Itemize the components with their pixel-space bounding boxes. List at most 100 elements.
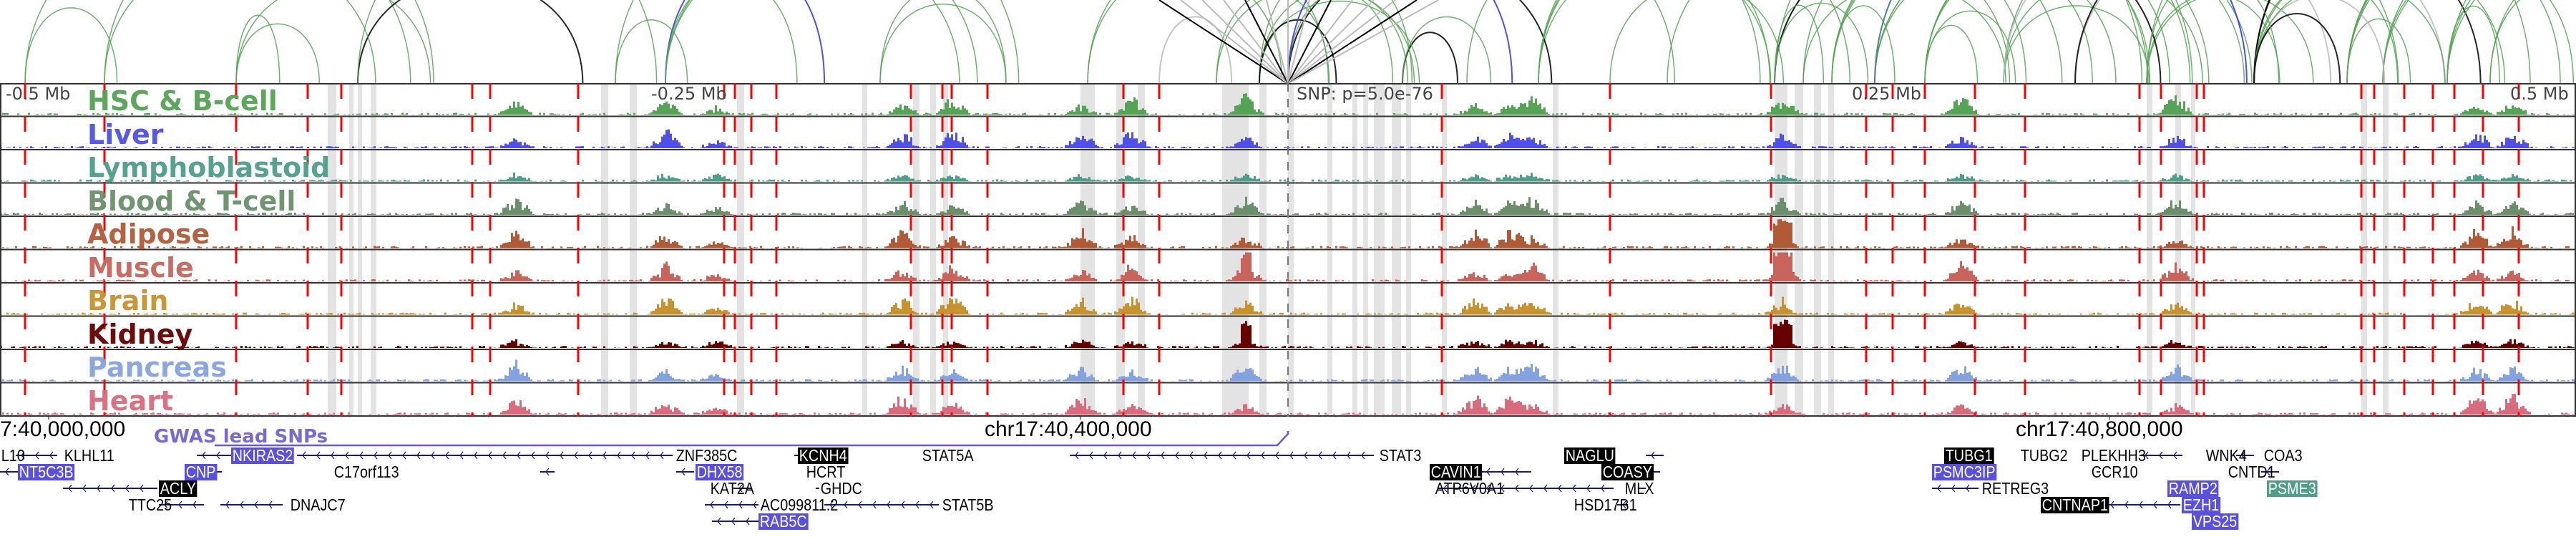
lead-snp-loop: [1180, 0, 1289, 84]
signal-heart: [0, 394, 2576, 415]
gene-label[interactable]: CNTNAP1: [2041, 495, 2109, 514]
signal-blood-t-cell: [0, 196, 2576, 215]
lead-snp-loop: [1201, 0, 1289, 84]
lead-snp-loop: [1287, 0, 1353, 84]
loop-arc: [2382, 0, 2404, 84]
loop-arc: [2446, 0, 2472, 84]
loop-arc: [1774, 0, 2143, 84]
loop-arc: [2253, 12, 2341, 84]
gene-label[interactable]: TUBG2: [2020, 446, 2068, 465]
loop-arc: [2382, 0, 2575, 84]
gene-label[interactable]: STAT5A: [922, 446, 974, 465]
loop-arc: [1874, 0, 2117, 84]
gene-label[interactable]: TUBG1: [1944, 446, 1994, 465]
loop-arc: [1802, 0, 2006, 84]
chromatin-loop-arcs: [24, 0, 2575, 84]
lead-snp-loop: [1287, 0, 1439, 84]
signal-liver: [0, 129, 2576, 148]
gene-label[interactable]: PSMC3IP: [1932, 463, 1997, 481]
gene-label[interactable]: GHDC: [820, 479, 862, 498]
loop-arc: [1924, 0, 2151, 84]
gene-label[interactable]: STAT3: [1379, 446, 1422, 465]
axis-label-plus-0.25: 0.25 Mb: [1852, 84, 1922, 104]
gene-label[interactable]: NKIRAS2: [231, 446, 295, 465]
gene-label[interactable]: COA3: [2263, 446, 2303, 465]
gene-label[interactable]: AC099811.2: [760, 495, 839, 514]
loop-arc: [1087, 0, 1330, 84]
loop-arc: [665, 0, 826, 84]
gene-label[interactable]: STAT5B: [942, 495, 994, 514]
loop-arc: [357, 0, 658, 84]
gene-label[interactable]: C17orf113: [333, 463, 399, 481]
loop-arc: [1874, 0, 2248, 84]
gene-label[interactable]: L10: [1, 446, 25, 465]
loop-arc: [235, 14, 280, 84]
lead-snp-loop: [1287, 0, 1332, 84]
gene-label[interactable]: PSME3: [2267, 479, 2318, 498]
loop-arc: [104, 0, 376, 84]
gene-label[interactable]: HSD17B1: [1574, 495, 1637, 514]
lead-snp-loop: [1287, 0, 1310, 84]
gene-label[interactable]: TTC25: [128, 495, 172, 514]
gene-label[interactable]: DNAJC7: [290, 495, 346, 514]
loop-arc: [2446, 0, 2476, 84]
loop-arc: [665, 0, 978, 84]
signal-brain: [0, 296, 2576, 315]
gene-label[interactable]: KAT2A: [710, 479, 754, 498]
lead-snp-loop: [1266, 0, 1289, 84]
gene-label[interactable]: WNK4: [2205, 446, 2247, 465]
track-label: Adipose: [87, 218, 210, 250]
track-label: Brain: [87, 285, 169, 316]
loop-arc: [1402, 16, 1492, 84]
loop-arc: [2253, 0, 2271, 84]
loop-arc: [2146, 0, 2314, 84]
axis-label-plus-0.5: 0.5 Mb: [2510, 84, 2569, 104]
loop-arc: [1216, 0, 1415, 84]
gene-label[interactable]: EZH1: [2182, 495, 2221, 514]
gene-label[interactable]: CNP: [185, 463, 218, 481]
gene-label[interactable]: PLEKHH3: [2081, 446, 2146, 465]
loop-arc: [1831, 0, 2149, 84]
gene-label[interactable]: RAMP2: [2167, 479, 2219, 498]
loop-arc: [1538, 0, 1771, 84]
gene-label[interactable]: ATP6V0A1: [1435, 479, 1505, 498]
track-label: Kidney: [87, 318, 193, 350]
gene-label[interactable]: NAGLU: [1564, 446, 1616, 465]
lead-snp-loop: [1287, 0, 1375, 84]
gene-label[interactable]: NT5C3B: [18, 463, 75, 481]
gene-label[interactable]: RAB5C: [758, 512, 809, 531]
lead-snp-loop: [1287, 0, 1396, 84]
gene-label[interactable]: CNTD1: [2228, 463, 2275, 481]
loop-arc: [2346, 18, 2411, 84]
gene-label[interactable]: RETREG3: [1981, 479, 2049, 498]
loop-arc: [665, 0, 960, 84]
gene-label[interactable]: KLHL11: [64, 446, 114, 465]
loop-arc: [2003, 0, 2203, 84]
gene-label[interactable]: CAVIN1: [1430, 463, 1483, 481]
gene-label[interactable]: VPS25: [2192, 512, 2239, 531]
loop-arc: [1287, 0, 1513, 84]
signal-adipose: [0, 219, 2576, 248]
gene-label[interactable]: MLX: [1624, 479, 1654, 498]
loop-arc: [879, 4, 1007, 84]
loop-arc: [2003, 5, 2150, 84]
loop-arc: [1924, 0, 2093, 84]
gene-label[interactable]: COASY: [1601, 463, 1654, 481]
gene-label[interactable]: KCNH4: [798, 446, 849, 465]
gene-label[interactable]: CCR10: [2091, 463, 2138, 481]
gene-label[interactable]: ACLY: [159, 479, 197, 498]
track-label: Heart: [87, 384, 174, 417]
loop-arc: [665, 0, 798, 84]
gene-label[interactable]: DHX58: [696, 463, 744, 481]
coordinate-40400000: chr17:40,400,000: [985, 417, 1152, 441]
loop-arc: [1287, 0, 1394, 84]
gwas-lead-snps-label: GWAS lead SNPs: [154, 426, 328, 448]
lead-snp-loop: [1244, 0, 1289, 84]
gene-label[interactable]: ZNF385C: [675, 446, 738, 465]
gene-label[interactable]: HCRT: [806, 463, 846, 481]
loop-arc: [357, 0, 584, 84]
loop-arc: [2382, 0, 2410, 84]
loop-arc: [2253, 0, 2270, 84]
track-label: Blood & T-cell: [87, 185, 296, 217]
loop-arc: [2346, 0, 2561, 84]
